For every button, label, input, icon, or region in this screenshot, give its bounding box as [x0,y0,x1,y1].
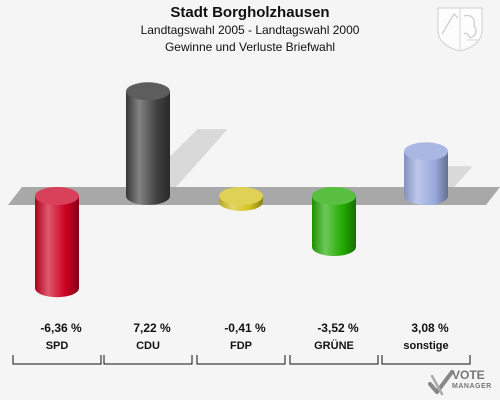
bar-cap-sonstige [404,142,448,161]
category-label-fdp: FDP [230,340,252,352]
bar-body-sonstige [404,151,448,205]
chart-description: Gewinne und Verluste Briefwahl [164,40,336,54]
logo-line2: MANAGER [452,383,492,390]
value-label-gr-ne: -3,52 % [317,321,359,335]
category-axis: SPD CDU FDP GRÜNE sonstige [12,339,471,365]
bars [35,82,448,298]
chart-title: Stadt Borgholzhausen [170,4,330,21]
logo-line1: VOTE [452,368,485,382]
bar-cap-cdu [126,82,170,101]
vote-manager-logo-icon [428,370,454,396]
value-label-sonstige: 3,08 % [411,321,449,335]
bar-cdu [126,82,170,205]
category-bracket-spd [12,355,102,365]
value-label-fdp: -0,41 % [224,321,266,335]
chart-subtitle: Landtagswahl 2005 - Landtagswahl 2000 [140,23,360,37]
coat-of-arms-icon [437,7,483,52]
bar-body-gr-ne [312,196,356,257]
category-bracket-gr-ne [289,355,379,365]
vote-manager-logo: VOTE MANAGER [452,368,492,392]
category-label-cdu: CDU [136,340,160,352]
bar-cap-fdp [219,187,263,205]
bar-body-spd [35,196,79,298]
bar-fdp [219,187,263,211]
bar-cap-spd [35,187,79,205]
value-label-spd: -6,36 % [40,321,82,335]
category-label-sonstige: sonstige [403,340,448,352]
value-label-cdu: 7,22 % [133,321,171,335]
category-bracket-fdp [196,355,286,365]
category-bracket-sonstige [381,355,471,365]
bar-cap-gr-ne [312,187,356,205]
bar-gr-ne [312,187,356,257]
bar-spd [35,187,79,298]
category-label-gr-ne: GRÜNE [314,339,354,352]
bar-sonstige [404,142,448,205]
category-label-spd: SPD [46,340,69,352]
bar-body-cdu [126,91,170,205]
value-labels: -6,36 % 7,22 % -0,41 % -3,52 % 3,08 % [40,321,449,335]
category-bracket-cdu [103,355,193,365]
